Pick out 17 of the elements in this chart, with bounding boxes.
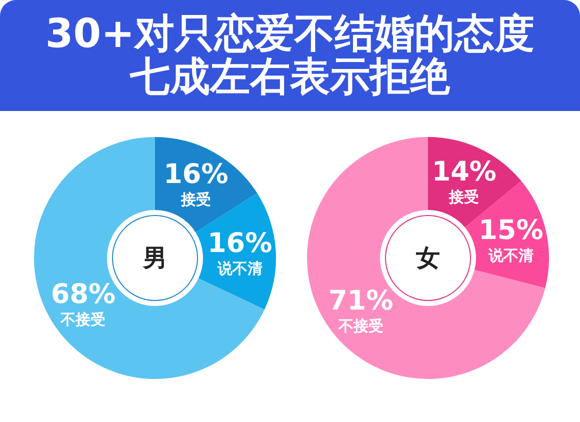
slice-label: 说不清 [487, 246, 534, 264]
chart-subtitle: 七成左右表示拒绝 [130, 54, 450, 100]
data-label: 16% [208, 228, 272, 260]
slice-label: 说不清 [216, 260, 262, 278]
data-label: 15% [478, 214, 544, 246]
data-label: 68% [50, 279, 116, 310]
donut-slice [307, 137, 546, 379]
slice-label: 接受 [180, 190, 211, 209]
slice-label: 不接受 [337, 317, 384, 336]
text: 女 [416, 243, 440, 274]
slice-label: 接受 [448, 188, 480, 206]
text: 男 [143, 243, 167, 274]
data-label: 16% [164, 159, 228, 190]
chart-title: 30+对只恋爱不结婚的态度 [45, 11, 535, 57]
slice-label: 不接受 [60, 310, 106, 329]
data-label: 14% [432, 156, 497, 188]
data-label: 71% [328, 286, 394, 317]
